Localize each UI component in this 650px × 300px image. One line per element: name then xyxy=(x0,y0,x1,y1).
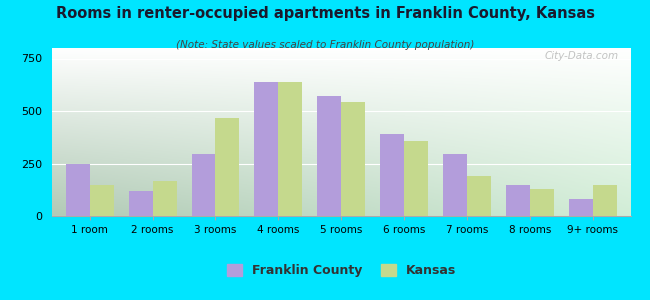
Bar xyxy=(380,134,404,216)
Bar xyxy=(255,82,278,216)
Bar xyxy=(341,101,365,216)
Bar xyxy=(404,141,428,216)
Bar xyxy=(443,154,467,216)
Bar xyxy=(467,176,491,216)
Bar xyxy=(278,82,302,216)
Text: (Note: State values scaled to Franklin County population): (Note: State values scaled to Franklin C… xyxy=(176,40,474,50)
Legend: Franklin County, Kansas: Franklin County, Kansas xyxy=(222,259,461,282)
Text: City-Data.com: City-Data.com xyxy=(545,51,619,62)
Bar xyxy=(530,189,554,216)
Text: Rooms in renter-occupied apartments in Franklin County, Kansas: Rooms in renter-occupied apartments in F… xyxy=(55,6,595,21)
Bar xyxy=(153,181,177,216)
Bar xyxy=(569,199,593,216)
Bar xyxy=(506,185,530,216)
Bar xyxy=(317,96,341,216)
Bar xyxy=(216,118,239,216)
Bar xyxy=(593,185,617,216)
Bar xyxy=(66,164,90,216)
Bar xyxy=(192,154,216,216)
Bar xyxy=(129,191,153,216)
Bar xyxy=(90,185,114,216)
